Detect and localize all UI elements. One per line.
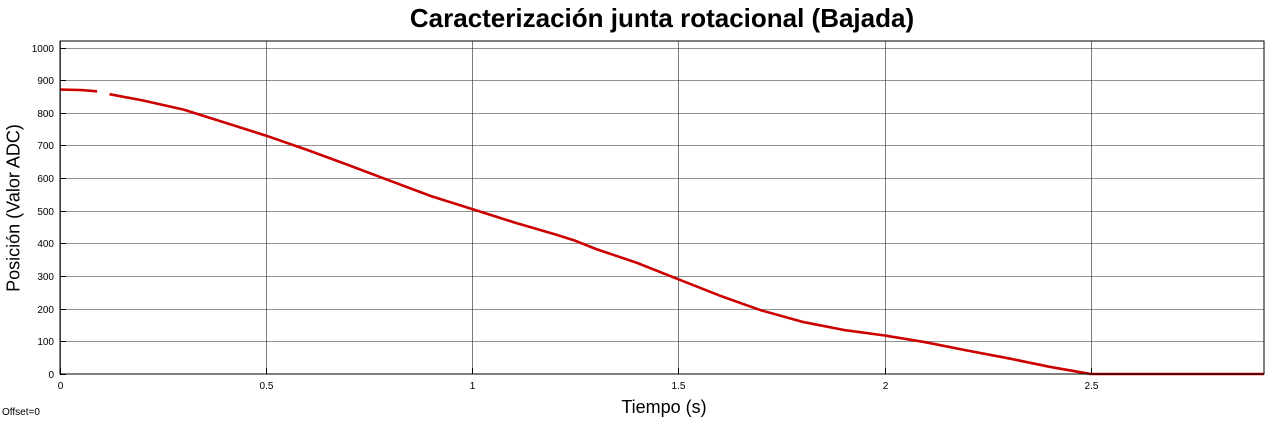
- grid-lines: [60, 41, 1264, 374]
- series-line: [59, 88, 98, 93]
- y-tick-label: 700: [37, 141, 54, 152]
- x-tick-label: 2: [883, 381, 889, 392]
- y-tick-label: 200: [37, 305, 54, 316]
- y-tick-label: 0: [48, 370, 54, 381]
- series-line: [109, 92, 1264, 376]
- x-tick-label: 0.5: [260, 381, 274, 392]
- y-tick-label: 300: [37, 272, 54, 283]
- y-tick-label: 500: [37, 207, 54, 218]
- x-tick-label: 2.5: [1085, 381, 1099, 392]
- x-tick-label: 0: [58, 381, 64, 392]
- y-tick-label: 900: [37, 76, 54, 87]
- y-tick-label: 1000: [32, 44, 55, 55]
- y-tick-label: 400: [37, 239, 54, 250]
- chart-title: Caracterización junta rotacional (Bajada…: [409, 3, 915, 33]
- y-tick-label: 800: [37, 109, 54, 120]
- axes-frame: [59, 40, 1265, 375]
- x-tick-label: 1: [470, 381, 476, 392]
- y-tick-label: 600: [37, 174, 54, 185]
- tick-marks: 0 0.5 1 1.5 2 2.5 0 100 200 300 400 500 600 700 800 900…: [32, 44, 1099, 392]
- x-axis-label: Tiempo (s): [621, 397, 707, 417]
- x-tick-label: 1.5: [672, 381, 686, 392]
- series-layer: [59, 88, 1264, 376]
- y-tick-label: 100: [37, 337, 54, 348]
- offset-annotation: Offset=0: [2, 407, 40, 418]
